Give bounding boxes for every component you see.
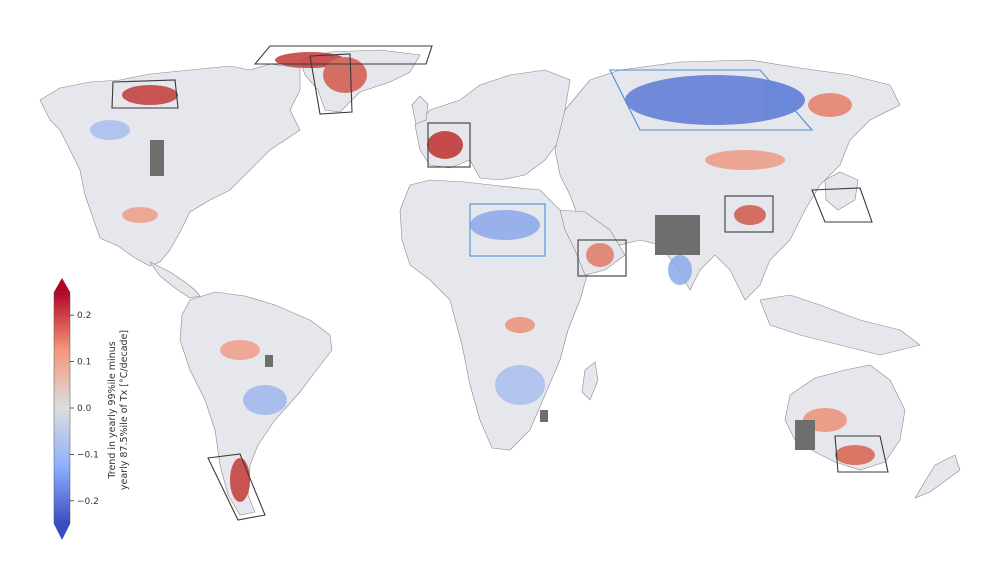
- north-america: [39, 63, 301, 267]
- cool-patch: [90, 120, 130, 140]
- japan: [824, 171, 859, 211]
- missing-cell: [655, 215, 700, 255]
- maritime-southeast-asia: [759, 294, 921, 356]
- warm-patch: [808, 93, 852, 117]
- warm-patch: [505, 317, 535, 333]
- central-america: [149, 261, 201, 299]
- british-isles: [411, 95, 429, 125]
- missing-cell: [150, 140, 164, 176]
- cool-patch: [625, 75, 805, 125]
- warm-patch: [122, 85, 178, 105]
- colorbar-extend-top: [54, 278, 70, 292]
- colorbar-tick-label: −0.2: [77, 497, 99, 507]
- warm-patch: [323, 57, 367, 93]
- warm-patch: [734, 205, 766, 225]
- colorbar-tick-label: 0.2: [77, 311, 91, 321]
- trend-patches: [90, 52, 875, 502]
- cool-patch: [495, 365, 545, 405]
- box-patagonia: [207, 453, 266, 521]
- region-boxes: [111, 45, 889, 521]
- warm-patch: [586, 243, 614, 267]
- box-greenland: [309, 53, 353, 115]
- box-iberia: [427, 122, 471, 168]
- cool-patch: [243, 385, 287, 415]
- warm-patch: [705, 150, 785, 170]
- colorbar-extend-bottom: [54, 524, 70, 540]
- missing-cell: [265, 355, 273, 367]
- box-west-siberia: [609, 69, 814, 131]
- colorbar-label-line1: Trend in yearly 99%ile minus: [107, 341, 118, 479]
- cool-patch: [668, 255, 692, 285]
- warm-patch: [427, 131, 463, 159]
- colorbar-label-line2: yearly 87.5%ile of Tx [°C/decade]: [119, 330, 130, 490]
- cool-patch: [470, 210, 540, 240]
- warm-patch: [835, 445, 875, 465]
- missing-data: [150, 140, 815, 450]
- land: [39, 49, 961, 516]
- warm-patch: [220, 340, 260, 360]
- box-north-africa: [469, 203, 546, 257]
- missing-cell: [540, 410, 548, 422]
- colorbar-tick-label: 0.0: [77, 404, 92, 414]
- box-yemen: [577, 239, 627, 277]
- missing-cell: [795, 420, 815, 450]
- colorbar-tick-label: 0.1: [77, 358, 91, 368]
- colorbar-tick-label: −0.1: [77, 450, 99, 460]
- warm-patch: [230, 458, 250, 502]
- box-arctic-north: [253, 45, 433, 65]
- box-baffin: [111, 79, 179, 109]
- box-se-australia: [834, 435, 889, 473]
- madagascar: [581, 361, 599, 401]
- warm-patch: [122, 207, 158, 223]
- box-central-china: [724, 195, 774, 233]
- box-korea-japan: [811, 187, 873, 223]
- colorbar: 0.2 0.1 0.0 −0.1 −0.2 Trend in yearly 99%ile…: [53, 278, 130, 540]
- new-zealand: [914, 454, 961, 499]
- colorbar-bar: [53, 291, 71, 525]
- europe: [414, 69, 571, 181]
